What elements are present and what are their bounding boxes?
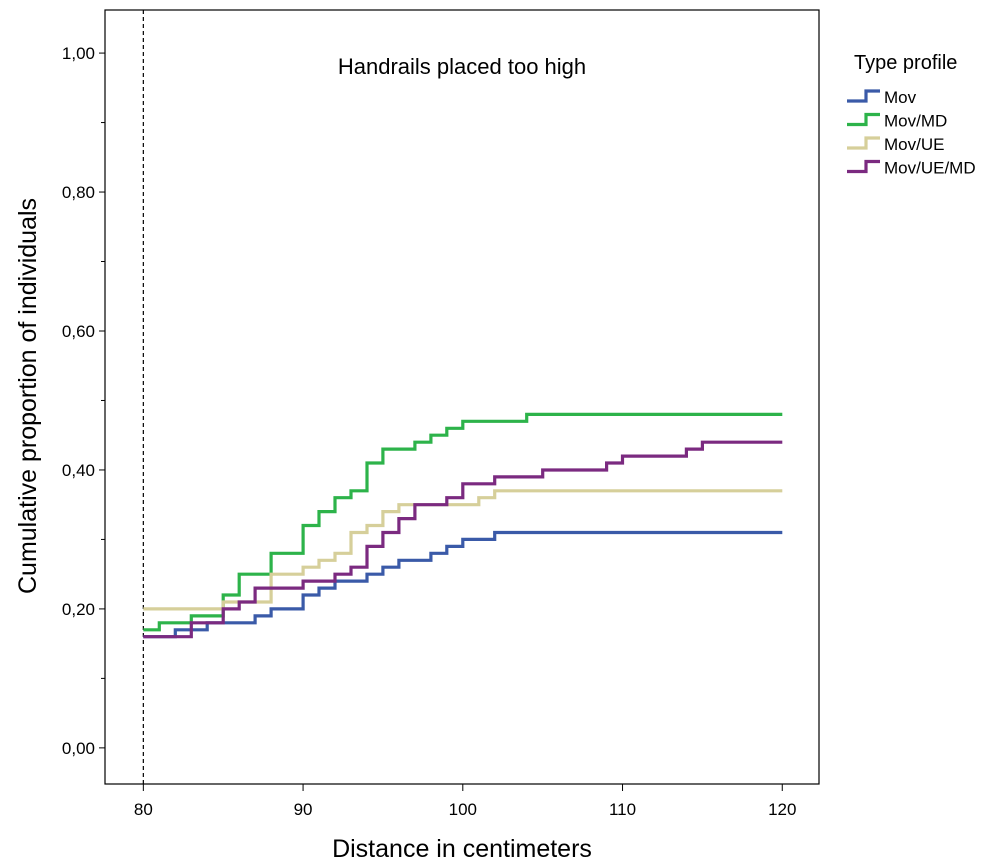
y-axis-title: Cumulative proportion of individuals	[14, 198, 42, 594]
y-tick-label: 0,00	[62, 739, 95, 758]
y-tick-label: 0,20	[62, 600, 95, 619]
x-tick-label: 120	[768, 800, 796, 819]
legend: Type profile Mov Mov/MD Mov/UE Mov/UE/MD	[847, 52, 976, 178]
series-line-mov-ue-md	[143, 440, 783, 639]
legend-swatch	[847, 89, 880, 103]
legend-label: Mov/MD	[884, 112, 947, 131]
x-axis-title: Distance in centimeters	[332, 835, 592, 862]
legend-label: Mov/UE	[884, 135, 944, 154]
y-tick-label: 0,60	[62, 322, 95, 341]
x-tick-label: 80	[134, 800, 153, 819]
x-tick-label: 100	[449, 800, 477, 819]
legend-label: Mov/UE/MD	[884, 159, 976, 178]
y-tick-label: 0,80	[62, 183, 95, 202]
series-line-mov-md	[143, 412, 783, 632]
legend-swatch	[847, 112, 880, 127]
series-line-mov-ue	[143, 489, 783, 611]
series-group	[143, 412, 783, 639]
legend-swatch	[847, 159, 880, 174]
legend-label: Mov	[884, 88, 917, 107]
plot-frame	[104, 9, 820, 785]
axis-ticks: 0,00 0,20 0,40 0,60 0,80 1,00 80 90 100 110 120	[62, 10, 796, 819]
series-line-mov	[143, 530, 783, 639]
y-tick-label: 0,40	[62, 461, 95, 480]
y-tick-label: 1,00	[62, 44, 95, 63]
x-tick-label: 110	[609, 800, 636, 819]
legend-title: Type profile	[854, 52, 957, 74]
legend-swatch	[847, 136, 880, 150]
chart-title: Handrails placed too high	[338, 54, 586, 79]
x-tick-label: 90	[294, 800, 313, 819]
